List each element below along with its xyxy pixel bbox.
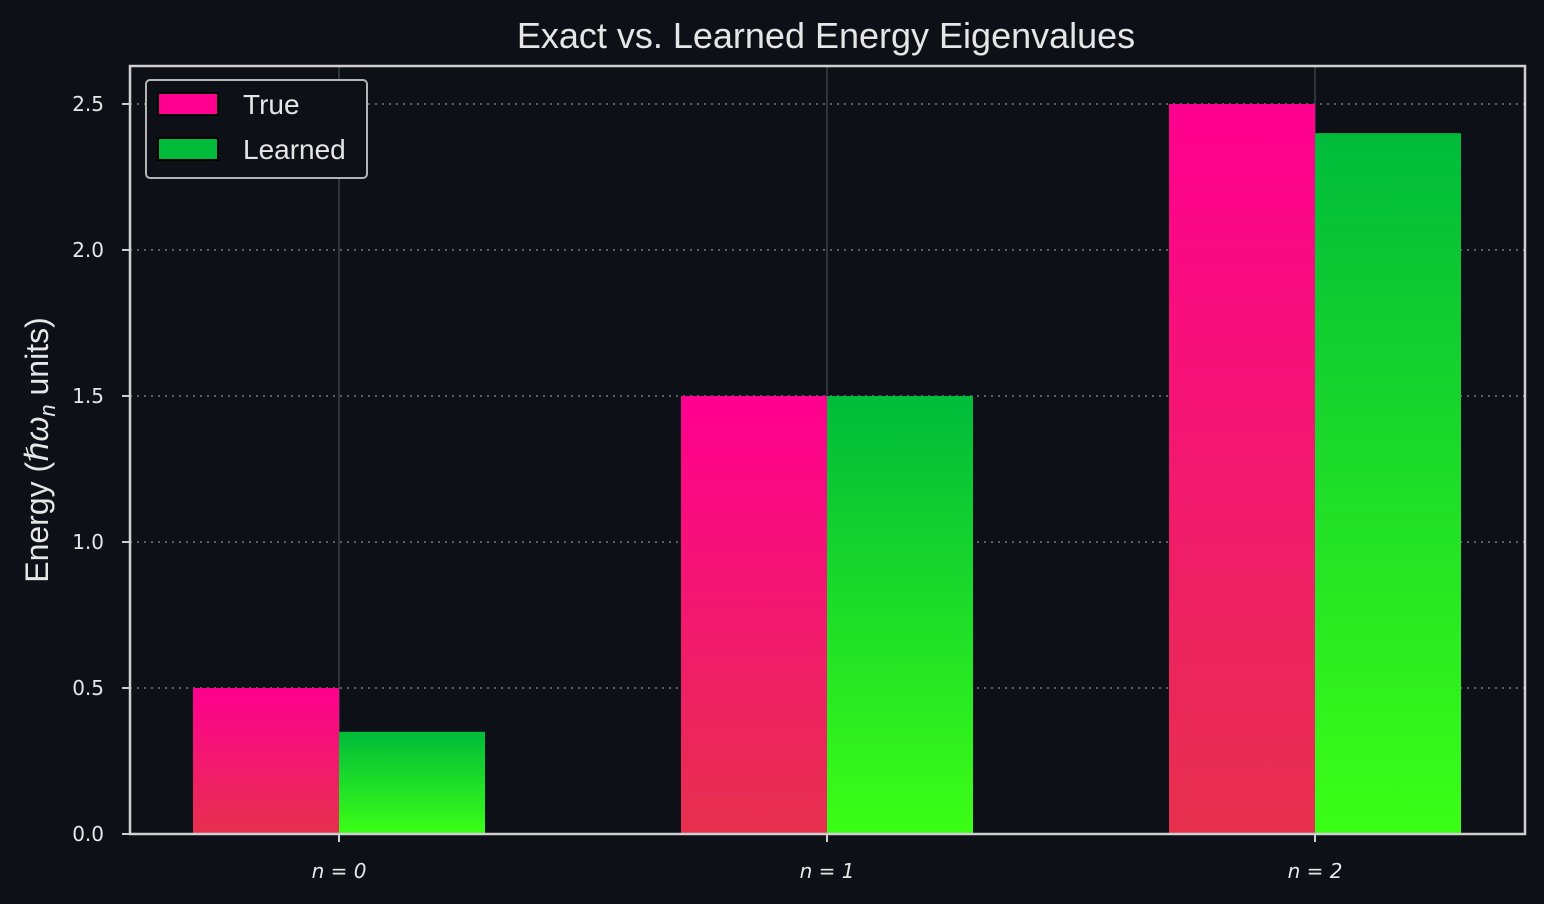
legend-label-true: True <box>243 89 300 120</box>
y-tick-label: 0.0 <box>72 822 104 846</box>
bar-learned-0 <box>339 731 485 834</box>
legend-swatch-true <box>157 92 219 116</box>
x-tick-label: n = 2 <box>1288 859 1343 883</box>
y-tick-label: 2.5 <box>72 92 104 116</box>
bar-learned-2 <box>1315 133 1461 834</box>
legend: True Learned <box>145 79 368 179</box>
x-axis-ticks: n = 0 n = 1 n = 2 <box>312 834 1343 883</box>
plot-frame <box>128 64 1527 836</box>
x-tick-label: n = 0 <box>312 859 367 883</box>
y-tick-label: 1.5 <box>72 384 104 408</box>
bar-true-1 <box>681 395 827 834</box>
y-axis-label: Energy (ℏωn units) <box>19 317 60 583</box>
bar-true-2 <box>1169 103 1315 834</box>
bar-learned-1 <box>827 395 973 834</box>
legend-label-learned: Learned <box>243 134 346 165</box>
y-tick-label: 0.5 <box>72 676 104 700</box>
bars <box>193 103 1461 834</box>
legend-swatch-learned <box>157 137 219 161</box>
y-tick-label: 2.0 <box>72 238 104 262</box>
x-tick-label: n = 1 <box>800 859 855 883</box>
y-axis-ticks: 0.0 0.5 1.0 1.5 2.0 2.5 <box>72 92 130 846</box>
y-tick-label: 1.0 <box>72 530 104 554</box>
bar-true-0 <box>193 687 339 834</box>
chart-title: Exact vs. Learned Energy Eigenvalues <box>517 15 1135 56</box>
